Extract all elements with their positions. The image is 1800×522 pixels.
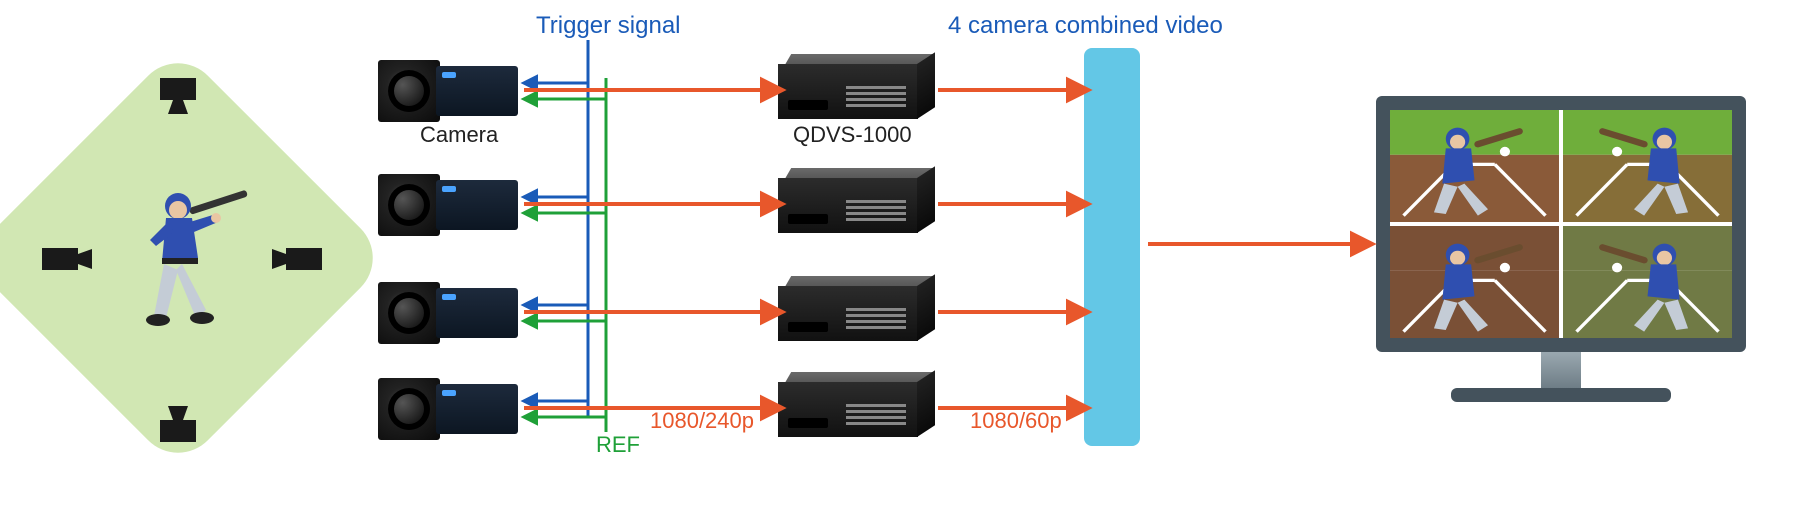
monitor-panel-1 <box>1390 110 1559 222</box>
qdvs-unit-2 <box>778 168 928 238</box>
diagram-stage: Trigger signal 4 camera combined video C… <box>0 0 1800 522</box>
monitor-panel-3 <box>1390 226 1559 338</box>
qdvs-unit-1 <box>778 54 928 124</box>
monitor-quad-grid <box>1390 110 1732 338</box>
monitor-screen <box>1376 96 1746 352</box>
label-combined: 4 camera combined video <box>948 12 1223 40</box>
camera-2 <box>378 172 518 238</box>
label-res-out: 1080/60p <box>970 408 1062 434</box>
field-camera-icon-top <box>160 78 196 100</box>
label-camera: Camera <box>420 122 498 148</box>
monitor-stand-base <box>1451 388 1671 402</box>
label-res-in: 1080/240p <box>650 408 754 434</box>
video-combiner <box>1084 48 1140 446</box>
monitor-panel-2 <box>1563 110 1732 222</box>
output-monitor <box>1376 96 1746 402</box>
qdvs-unit-3 <box>778 276 928 346</box>
camera-3 <box>378 280 518 346</box>
label-trigger: Trigger signal <box>536 12 681 40</box>
label-qdvs: QDVS-1000 <box>793 122 912 148</box>
camera-4 <box>378 376 518 442</box>
monitor-stand-neck <box>1541 352 1581 388</box>
field-camera-icon-right <box>286 248 322 270</box>
field-camera-icon-left <box>42 248 78 270</box>
field-camera-icon-bottom <box>160 420 196 442</box>
camera-1 <box>378 58 518 124</box>
label-ref: REF <box>596 432 640 458</box>
monitor-panel-4 <box>1563 226 1732 338</box>
qdvs-unit-4 <box>778 372 928 442</box>
batter-illustration <box>120 178 240 338</box>
